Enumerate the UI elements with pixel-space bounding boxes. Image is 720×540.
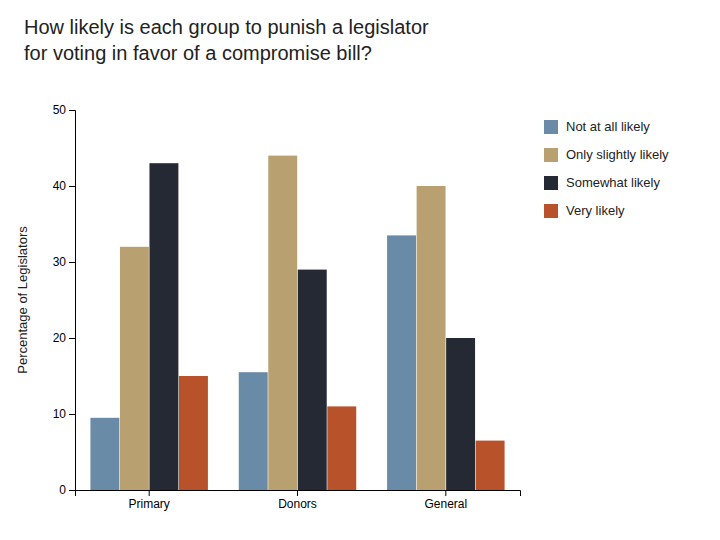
y-axis-title: Percentage of Legislators	[15, 226, 30, 374]
bar	[417, 186, 446, 490]
y-tick-label: 30	[53, 255, 67, 269]
bar	[387, 235, 416, 490]
series	[90, 235, 416, 490]
series	[120, 156, 446, 490]
legend-item: Only slightly likely	[544, 147, 669, 162]
legend-swatch	[544, 176, 558, 190]
y-tick-mark	[69, 186, 75, 187]
x-tick-label: General	[424, 497, 467, 511]
title-line: for voting in favor of a compromise bill…	[24, 42, 372, 64]
y-tick-label: 0	[59, 483, 66, 497]
legend-item: Somewhat likely	[544, 175, 660, 190]
x-tick-mark	[445, 490, 446, 496]
y-tick-label: 20	[53, 331, 67, 345]
legend-label: Not at all likely	[566, 119, 650, 134]
x-tick: General	[424, 490, 467, 511]
y-tick: 50	[53, 103, 75, 117]
chart-svg: How likely is each group to punish a leg…	[0, 0, 720, 540]
bar	[298, 270, 327, 490]
legend-swatch	[544, 148, 558, 162]
bar	[268, 156, 297, 490]
legend-item: Not at all likely	[544, 119, 650, 134]
x-axis: Primary Donors General	[76, 490, 521, 511]
y-tick-label: 40	[53, 179, 67, 193]
bar	[327, 406, 356, 490]
legend-label: Only slightly likely	[566, 147, 669, 162]
bar	[90, 418, 119, 490]
y-tick: 0	[59, 483, 75, 497]
y-tick-label: 50	[53, 103, 67, 117]
legend-swatch	[544, 120, 558, 134]
y-tick-mark	[69, 338, 75, 339]
x-tick-label: Donors	[278, 497, 317, 511]
y-tick: 40	[53, 179, 75, 193]
x-tick: Donors	[278, 490, 317, 511]
x-axis-line	[76, 491, 521, 497]
bar	[149, 163, 178, 490]
y-tick-mark	[69, 262, 75, 263]
x-tick-mark	[149, 490, 150, 496]
series	[179, 376, 505, 490]
legend-label: Somewhat likely	[566, 175, 660, 190]
y-tick: 10	[53, 407, 75, 421]
legend-item: Very likely	[544, 203, 625, 218]
x-tick-label: Primary	[128, 497, 169, 511]
plot: 0 10 20 30 40 50 Primary Donors General Percentag…	[15, 103, 521, 510]
bar	[120, 247, 149, 490]
bar	[476, 441, 505, 490]
bar	[179, 376, 208, 490]
y-axis-line	[69, 111, 76, 491]
title: How likely is each group to punish a leg…	[24, 16, 429, 64]
legend-label: Very likely	[566, 203, 625, 218]
y-tick-mark	[69, 490, 75, 491]
x-tick: Primary	[128, 490, 169, 511]
y-tick: 30	[53, 255, 75, 269]
bar	[446, 338, 475, 490]
legend-swatch	[544, 204, 558, 218]
bars	[90, 156, 504, 490]
y-tick-label: 10	[53, 407, 67, 421]
y-tick-mark	[69, 414, 75, 415]
y-tick: 20	[53, 331, 75, 345]
series	[149, 163, 475, 490]
y-tick-mark	[69, 110, 75, 111]
legend: Not at all likely Only slightly likely Som…	[544, 119, 669, 218]
y-axis: 0 10 20 30 40 50	[53, 103, 76, 497]
title-line: How likely is each group to punish a leg…	[24, 16, 429, 38]
x-tick-mark	[297, 490, 298, 496]
bar	[239, 372, 268, 490]
